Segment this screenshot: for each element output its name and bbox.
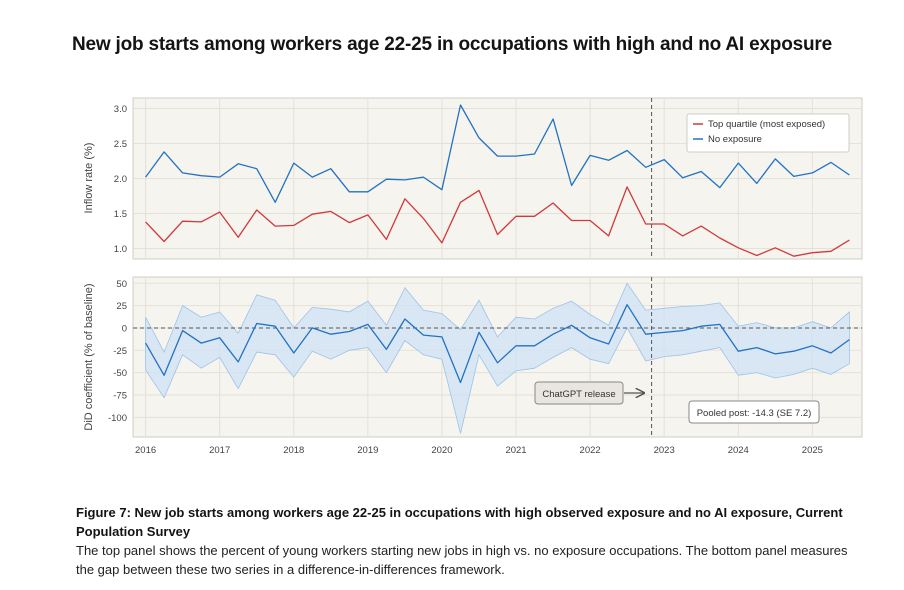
chart-title: New job starts among workers age 22-25 i… [72,34,832,55]
legend-box [686,113,850,153]
chatgpt-release-annotation: ChatGPT release [534,381,644,405]
x-tick-label: 2025 [802,445,823,456]
bottom-y-tick-labels: 50 25 0 -25 -50 -75 -100 [108,279,127,424]
chatgpt-release-box [534,381,624,405]
top-y-tick-label: 3.0 [114,104,127,115]
chart-figure: 1.0 1.5 2.0 2.5 3.0 Inflow rate (%) Top quar… [83,97,863,456]
top-y-tick-label: 1.0 [114,244,127,255]
x-tick-label: 2018 [283,445,304,456]
bottom-y-tick-label: 0 [122,323,127,334]
figure-caption-description: The top panel shows the percent of young… [76,543,848,577]
legend-label-no-exposure: No exposure [708,134,762,145]
figure-caption-title: Figure 7: New job starts among workers a… [76,505,843,539]
x-tick-label: 2017 [209,445,230,456]
series-line-no-exposure [145,104,850,203]
x-tick-labels: 2016 2017 2018 2019 2020 2021 2022 2023 2024 2025 [135,445,823,456]
chatgpt-release-label: ChatGPT release [542,389,615,400]
confidence-band [145,282,850,434]
x-tick-label: 2024 [728,445,749,456]
top-series-lines [145,104,850,257]
bottom-y-tick-label: -100 [108,413,127,424]
top-y-tick-labels: 1.0 1.5 2.0 2.5 3.0 [114,104,127,255]
pooled-post-box [688,400,820,424]
bottom-y-tick-label: 50 [116,279,127,290]
bottom-y-axis-label: DiD coefficient (% of baseline) [83,283,95,430]
bottom-y-tick-label: 25 [116,301,127,312]
bottom-y-tick-label: -75 [113,390,127,401]
x-tick-label: 2021 [505,445,526,456]
pooled-post-annotation: Pooled post: -14.3 (SE 7.2) [688,400,820,424]
series-line-top-quartile [145,186,850,257]
top-y-tick-label: 2.5 [114,139,127,150]
x-tick-label: 2023 [654,445,675,456]
top-y-tick-label: 1.5 [114,209,127,220]
pooled-post-label: Pooled post: -14.3 (SE 7.2) [697,408,812,419]
x-tick-label: 2022 [580,445,601,456]
x-tick-label: 2019 [357,445,378,456]
top-y-tick-label: 2.0 [114,174,127,185]
figure-caption: Figure 7: New job starts among workers a… [76,503,856,579]
top-panel: 1.0 1.5 2.0 2.5 3.0 Inflow rate (%) Top quar… [83,97,863,260]
series-line-did-coefficient [145,304,850,384]
top-y-axis-label: Inflow rate (%) [83,143,95,214]
x-tick-label: 2020 [431,445,452,456]
legend-label-top-quartile: Top quartile (most exposed) [708,119,825,130]
bottom-series-lines [145,304,850,384]
x-tick-label: 2016 [135,445,156,456]
bottom-y-tick-label: -25 [113,346,127,357]
legend: Top quartile (most exposed) No exposure [686,113,850,153]
bottom-y-tick-label: -50 [113,368,127,379]
